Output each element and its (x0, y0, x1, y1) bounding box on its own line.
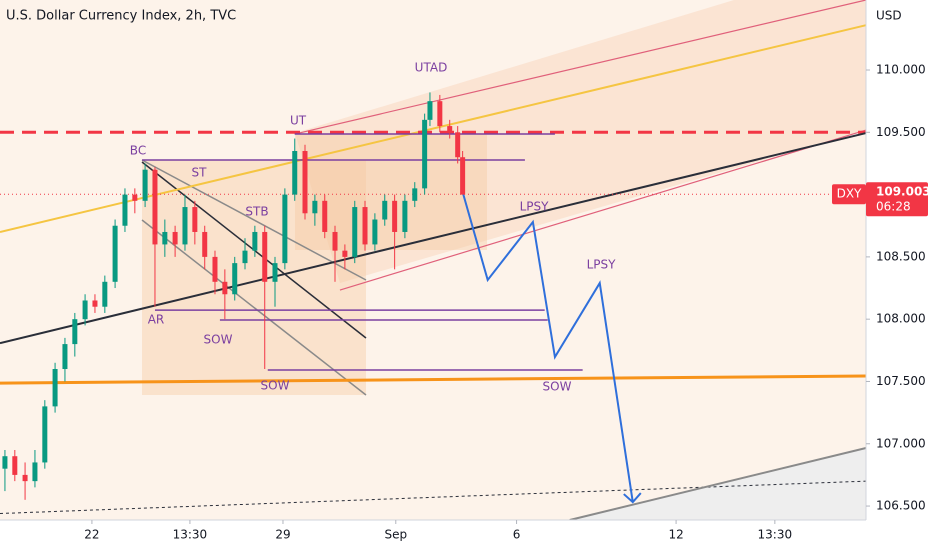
annotation: AR (148, 313, 165, 327)
x-tick-label: Sep (384, 528, 407, 542)
candle-body (92, 300, 98, 307)
x-tick-label: 13:30 (758, 528, 793, 542)
y-tick-label: 108.500 (876, 249, 926, 263)
channel-line (141, 219, 367, 396)
x-tick-label: 12 (668, 528, 683, 542)
candle-body (312, 200, 318, 214)
candle-body (42, 406, 48, 463)
candle-body (302, 150, 308, 214)
time-axis (0, 520, 866, 550)
candle-body (12, 456, 18, 475)
annotation: ST (192, 166, 208, 180)
drawing-line (339, 129, 867, 291)
candle-body (52, 369, 58, 407)
candle-body (342, 250, 348, 257)
candle-body (262, 231, 268, 282)
drawing-line (0, 374, 867, 385)
x-tick-label: 6 (513, 528, 521, 542)
candle-body (422, 119, 428, 189)
candle-body (102, 281, 108, 307)
y-tick-label: 110.000 (876, 63, 926, 77)
price-tag-symbol: DXY (837, 187, 862, 201)
candle-body (382, 200, 388, 220)
x-tick-label: 22 (84, 528, 99, 542)
candle-body (152, 169, 158, 245)
candle-body (202, 231, 208, 257)
candle-body (32, 462, 38, 482)
candle-body (427, 101, 433, 120)
candle-body (272, 263, 278, 282)
candle-body (252, 231, 258, 251)
annotation: LPSY (587, 258, 617, 272)
candle-body (447, 126, 453, 133)
candle-body (455, 132, 461, 158)
candle-body (162, 231, 168, 245)
x-tick-label: 29 (275, 528, 290, 542)
candle-body (62, 344, 68, 370)
candle-body (182, 207, 188, 245)
x-tick-label: 13:30 (173, 528, 208, 542)
candle-body (242, 250, 248, 264)
annotation: SOW (261, 379, 290, 393)
price-tag (832, 184, 866, 205)
candle-body (332, 231, 338, 251)
y-tick-label: 107.000 (876, 436, 926, 450)
candle-body (82, 300, 88, 320)
candle-body (192, 207, 198, 232)
y-tick-label: 106.500 (876, 499, 926, 513)
candle-body (292, 150, 298, 195)
price-axis (866, 0, 932, 550)
annotation: UT (290, 114, 307, 128)
price-tag-value: 109.003 (876, 185, 931, 199)
candle-body (232, 263, 238, 295)
channel-line (141, 159, 367, 281)
candle-body (132, 194, 138, 201)
candle-body (412, 188, 418, 201)
channel-fill (295, 0, 866, 283)
annotation: SOW (204, 333, 233, 347)
plot-background (0, 0, 866, 520)
currency-label: USD (876, 9, 902, 23)
candle-body (362, 207, 368, 245)
candle-body (72, 319, 78, 345)
annotation: UTAD (415, 61, 448, 75)
annotation: SOW (543, 380, 572, 394)
annotation: STB (245, 205, 268, 219)
candle-body (122, 194, 128, 226)
drawing-line (0, 132, 867, 345)
price-tag (866, 182, 928, 217)
candle-body (460, 157, 466, 195)
candle-body (352, 207, 358, 257)
range-box (142, 160, 366, 395)
drawing-line (294, 0, 867, 135)
candle-body (142, 169, 148, 201)
candle-body (392, 200, 398, 232)
drawing-line (569, 447, 867, 521)
annotation: BC (130, 144, 146, 158)
chart-title: U.S. Dollar Currency Index, 2h, TVC (6, 9, 236, 24)
price-tag-countdown: 06:28 (876, 200, 911, 214)
candle-body (172, 231, 178, 245)
y-tick-label: 107.500 (876, 374, 926, 388)
candle-body (372, 219, 378, 245)
candle-body (112, 225, 118, 282)
candle-body (402, 200, 408, 232)
candle-body (282, 194, 288, 264)
candle-body (322, 200, 328, 232)
arrow-head (623, 492, 642, 504)
y-tick-label: 109.500 (876, 125, 926, 139)
drawing-line (0, 480, 867, 515)
candle-body (22, 474, 28, 482)
candle-body (222, 281, 228, 295)
drawings (0, 0, 867, 521)
drawing-line (461, 191, 634, 503)
y-tick-label: 108.000 (876, 312, 926, 326)
candle-body (437, 101, 443, 127)
candle-body (2, 456, 8, 469)
candle-body (212, 256, 218, 282)
annotation: LPSY (520, 200, 550, 214)
